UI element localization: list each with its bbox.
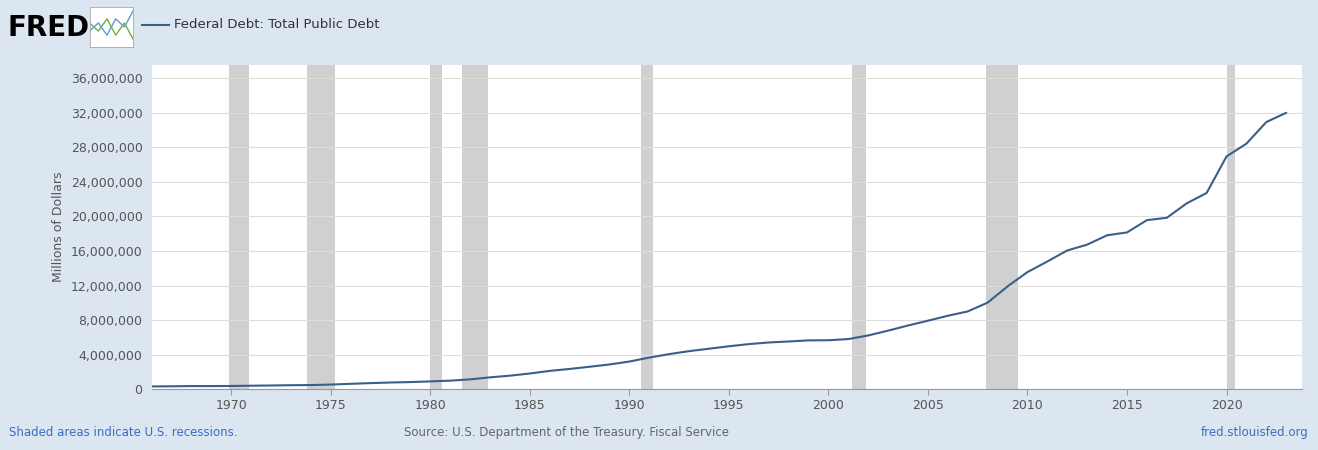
Text: Shaded areas indicate U.S. recessions.: Shaded areas indicate U.S. recessions. [9,426,237,439]
Text: fred.stlouisfed.org: fred.stlouisfed.org [1201,426,1309,439]
Text: Federal Debt: Total Public Debt: Federal Debt: Total Public Debt [174,18,380,31]
Bar [307,65,335,389]
Bar [463,65,488,389]
Text: Source: U.S. Department of the Treasury. Fiscal Service: Source: U.S. Department of the Treasury.… [405,426,729,439]
Bar [1227,65,1235,389]
Bar [986,65,1017,389]
Bar [853,65,866,389]
Bar [229,65,249,389]
Bar [642,65,654,389]
Text: FRED: FRED [8,14,90,41]
Y-axis label: Millions of Dollars: Millions of Dollars [53,172,65,283]
Bar [430,65,443,389]
